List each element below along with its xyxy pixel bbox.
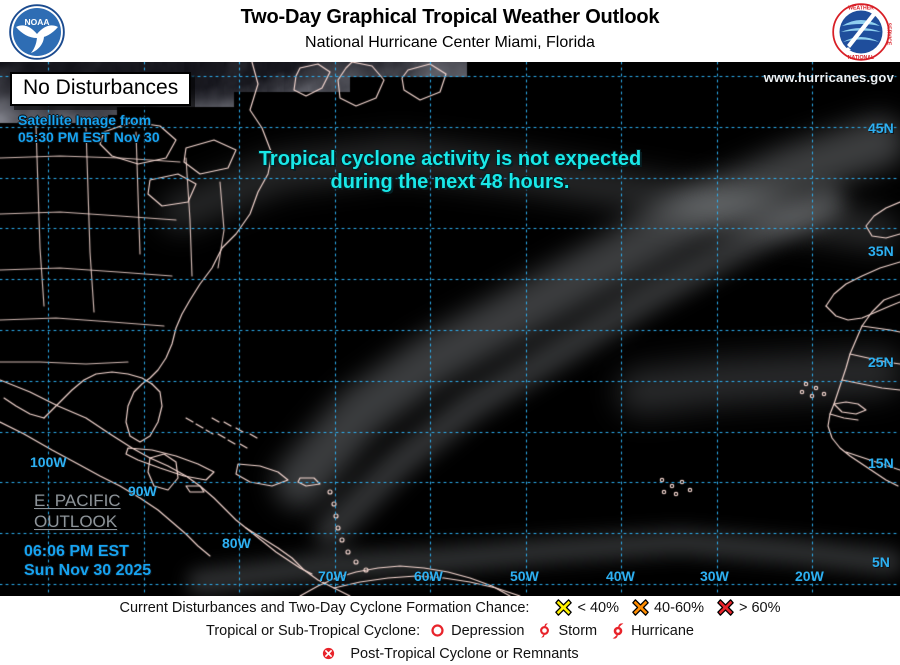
satellite-map[interactable]: 45N 35N 25N 15N 5N 100W 90W 80W 70W 60W 50W 40W 30W 2… (0, 62, 900, 596)
page-header: NOAA Two-Day Graphical Tropical Weather … (0, 0, 900, 62)
epacific-outlook-line1: E. PACIFIC (34, 491, 121, 510)
x-icon-yellow (555, 599, 573, 616)
grid-label-30w: 30W (700, 568, 729, 584)
storm-swirl-icon (537, 623, 553, 639)
grid-label-45n: 45N (868, 120, 894, 136)
noaa-logo: NOAA (8, 3, 66, 61)
satellite-timestamp-line2: 05:30 PM EST Nov 30 (18, 128, 160, 145)
depression-circle-icon (430, 623, 446, 639)
legend-chance-low-label: < 40% (577, 599, 619, 616)
legend-cyclone-type-label: Tropical or Sub-Tropical Cyclone: (206, 622, 421, 639)
svg-text:NATIONAL: NATIONAL (848, 55, 875, 61)
svg-text:NOAA: NOAA (24, 17, 49, 27)
outlook-message-line2: during the next 48 hours. (330, 171, 570, 194)
grid-label-5n: 5N (872, 554, 890, 570)
legend-panel: Current Disturbances and Two-Day Cyclone… (0, 596, 900, 665)
outlook-message: Tropical cyclone activity is not expecte… (0, 148, 900, 194)
legend-hurricane-label: Hurricane (631, 622, 694, 639)
hurricane-swirl-icon (610, 622, 626, 639)
legend-chance-low: < 40% (555, 599, 619, 616)
x-icon-orange (632, 599, 649, 616)
legend-row-formation-chance: Current Disturbances and Two-Day Cyclone… (0, 596, 900, 619)
page-title: Two-Day Graphical Tropical Weather Outlo… (240, 6, 660, 28)
satellite-timestamp: Satellite Image from 05:30 PM EST Nov 30 (18, 112, 160, 145)
legend-depression-label: Depression (451, 622, 525, 639)
status-badge: No Disturbances (10, 72, 192, 106)
legend-chance-medium-label: 40-60% (653, 599, 704, 616)
issuance-timestamp-line1: 06:06 PM EST (24, 543, 129, 560)
grid-label-80w: 80W (222, 535, 251, 551)
grid-label-35n: 35N (868, 243, 894, 259)
legend-row-post-tropical: Post-Tropical Cyclone or Remnants (0, 642, 900, 665)
satellite-timestamp-line1: Satellite Image from (18, 112, 152, 128)
legend-post-tropical-label: Post-Tropical Cyclone or Remnants (350, 645, 579, 662)
issuance-timestamp: 06:06 PM EST Sun Nov 30 2025 (24, 542, 151, 580)
grid-label-90w: 90W (128, 483, 157, 499)
page-subtitle: National Hurricane Center Miami, Florida (305, 34, 595, 51)
noaa-logo-icon: NOAA (9, 4, 65, 60)
epacific-outlook-link[interactable]: E. PACIFIC OUTLOOK (34, 490, 121, 533)
website-url[interactable]: www.hurricanes.gov (763, 70, 894, 85)
legend-formation-chance-label: Current Disturbances and Two-Day Cyclone… (119, 599, 530, 616)
grid-label-50w: 50W (510, 568, 539, 584)
legend-hurricane: Hurricane (610, 623, 694, 639)
legend-chance-high-label: > 60% (738, 599, 781, 616)
legend-depression: Depression (430, 623, 524, 639)
issuance-timestamp-line2: Sun Nov 30 2025 (24, 562, 152, 580)
nws-logo: WEATHER NATIONAL SERVICE (830, 2, 892, 62)
grid-label-20w: 20W (795, 568, 824, 584)
satellite-imagery-canvas (0, 62, 900, 596)
legend-chance-high: > 60% (717, 599, 781, 616)
grid-label-15n: 15N (868, 455, 894, 471)
post-tropical-circle-x-icon (321, 646, 337, 662)
grid-label-40w: 40W (606, 568, 635, 584)
grid-label-60w: 60W (414, 568, 443, 584)
grid-label-100w: 100W (30, 454, 67, 470)
legend-storm-label: Storm (558, 622, 598, 639)
legend-chance-medium: 40-60% (632, 599, 704, 616)
nws-logo-icon: WEATHER NATIONAL SERVICE (832, 3, 892, 61)
svg-text:WEATHER: WEATHER (848, 6, 874, 12)
epacific-outlook-line2: OUTLOOK (34, 512, 118, 532)
legend-storm: Storm (537, 623, 597, 639)
grid-label-25n: 25N (868, 354, 894, 370)
grid-label-70w: 70W (318, 568, 347, 584)
x-icon-red (717, 599, 734, 616)
legend-row-cyclone-types: Tropical or Sub-Tropical Cyclone: Depres… (0, 619, 900, 642)
outlook-message-line1: Tropical cyclone activity is not expecte… (258, 148, 642, 170)
